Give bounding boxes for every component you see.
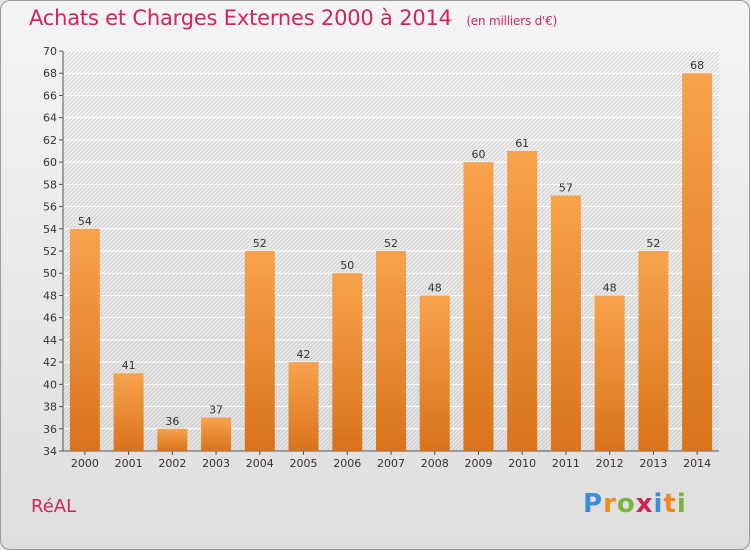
- bar-2007: [376, 251, 406, 451]
- y-tick-label: 44: [43, 334, 57, 347]
- bar-2000: [69, 228, 100, 451]
- bar-2009: [463, 162, 494, 451]
- y-tick-label: 46: [43, 312, 57, 325]
- y-tick-label: 50: [43, 267, 57, 280]
- logo-letter: i: [676, 489, 687, 519]
- logo-letter: r: [603, 489, 617, 519]
- chart-subtitle: (en milliers d'€): [466, 14, 558, 28]
- x-tick-label: 2002: [158, 457, 186, 470]
- bar-2006: [332, 273, 363, 451]
- bar-2002: [157, 428, 188, 451]
- x-tick-label: 2004: [246, 457, 274, 470]
- y-tick-label: 42: [43, 356, 57, 369]
- bar-2004: [244, 251, 275, 451]
- data-label: 68: [690, 59, 704, 72]
- logo-letter: o: [616, 489, 636, 519]
- data-label: 61: [515, 137, 529, 150]
- x-tick-label: 2001: [115, 457, 143, 470]
- y-tick-label: 58: [43, 178, 57, 191]
- bar-2005: [288, 362, 319, 451]
- data-label: 48: [603, 281, 617, 294]
- bar-2003: [201, 417, 232, 451]
- data-label: 36: [165, 415, 179, 428]
- y-tick-label: 70: [43, 45, 57, 58]
- data-label: 52: [384, 237, 398, 250]
- commune-name: RéAL: [31, 496, 77, 517]
- chart-title: Achats et Charges Externes 2000 à 2014 (…: [29, 6, 557, 30]
- y-tick-label: 34: [43, 445, 57, 458]
- data-label: 52: [253, 237, 267, 250]
- x-tick-label: 2011: [552, 457, 580, 470]
- x-tick-label: 2000: [71, 457, 99, 470]
- x-tick-label: 2005: [290, 457, 318, 470]
- logo-letter: P: [583, 489, 604, 519]
- x-tick-label: 2014: [683, 457, 711, 470]
- y-tick-label: 62: [43, 134, 57, 147]
- y-tick-label: 38: [43, 401, 57, 414]
- data-label: 37: [209, 404, 223, 417]
- x-tick-label: 2013: [639, 457, 667, 470]
- x-tick-label: 2007: [377, 457, 405, 470]
- x-tick-label: 2010: [508, 457, 536, 470]
- data-label: 54: [78, 215, 92, 228]
- y-tick-label: 36: [43, 423, 57, 436]
- data-label: 48: [428, 281, 442, 294]
- x-tick-label: 2012: [596, 457, 624, 470]
- data-label: 50: [340, 259, 354, 272]
- logo-letter: i: [653, 489, 664, 519]
- y-tick-label: 56: [43, 201, 57, 214]
- x-tick-label: 2008: [421, 457, 449, 470]
- data-label: 57: [559, 181, 573, 194]
- y-tick-label: 64: [43, 112, 57, 125]
- y-tick-label: 68: [43, 67, 57, 80]
- data-label: 41: [122, 359, 136, 372]
- bar-2010: [507, 151, 538, 451]
- data-label: 42: [297, 348, 311, 361]
- bar-2011: [550, 195, 581, 451]
- logo-letter: x: [635, 489, 654, 519]
- y-tick-label: 54: [43, 223, 57, 236]
- data-label: 60: [471, 148, 485, 161]
- x-tick-label: 2006: [333, 457, 361, 470]
- bar-2001: [113, 373, 144, 451]
- y-tick-label: 40: [43, 378, 57, 391]
- x-tick-label: 2003: [202, 457, 230, 470]
- bar-2014: [682, 73, 713, 451]
- y-tick-label: 66: [43, 89, 57, 102]
- y-tick-label: 60: [43, 156, 57, 169]
- bar-2012: [594, 295, 625, 451]
- data-label: 52: [646, 237, 660, 250]
- bar-2013: [638, 251, 669, 451]
- y-tick-label: 52: [43, 245, 57, 258]
- chart-title-text: Achats et Charges Externes 2000 à 2014: [29, 6, 452, 30]
- proxiti-logo: Proxiti: [583, 489, 687, 519]
- bar-2008: [419, 295, 450, 451]
- x-tick-label: 2009: [464, 457, 492, 470]
- logo-letter: t: [663, 489, 677, 519]
- y-tick-label: 48: [43, 289, 57, 302]
